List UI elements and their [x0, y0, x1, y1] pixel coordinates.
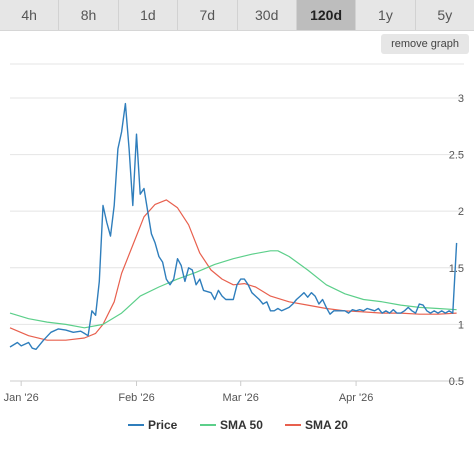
- remove-graph-button[interactable]: remove graph: [381, 34, 469, 54]
- y-tick-label: 2: [458, 206, 464, 218]
- chart-legend[interactable]: Price SMA 50 SMA 20: [128, 418, 348, 432]
- price-chart: 0.5 1 1.5 2 2.5 3 Jan '26 Feb '26 Mar '26 Apr '2…: [4, 63, 464, 432]
- tab-range-30d[interactable]: 30d: [238, 0, 297, 30]
- y-axis-ticks: 0.5 1 1.5 2 2.5 3: [449, 93, 464, 388]
- y-tick-label: 1: [458, 319, 464, 331]
- legend-item-price[interactable]: Price: [128, 418, 178, 432]
- y-tick-label: 1.5: [449, 263, 464, 275]
- legend-label: SMA 50: [220, 418, 263, 432]
- tab-range-7d[interactable]: 7d: [178, 0, 238, 30]
- legend-label: Price: [148, 418, 178, 432]
- grid-lines: [10, 63, 464, 382]
- tab-range-5y[interactable]: 5y: [437, 7, 453, 23]
- series-line-sma-20: [9, 199, 457, 341]
- x-tick-label: Feb '26: [118, 392, 154, 404]
- series-line-sma-50: [9, 250, 457, 329]
- tab-range-1d[interactable]: 1d: [119, 0, 179, 30]
- y-tick-label: 2.5: [449, 150, 464, 162]
- x-axis-ticks: Jan '26 Feb '26 Mar '26 Apr '26: [4, 381, 374, 404]
- y-tick-label: 0.5: [449, 376, 464, 388]
- x-tick-label: Mar '26: [223, 392, 259, 404]
- legend-item-sma-50[interactable]: SMA 50: [200, 418, 263, 432]
- x-tick-label: Jan '26: [4, 392, 39, 404]
- y-tick-label: 3: [458, 93, 464, 105]
- legend-item-sma-20[interactable]: SMA 20: [285, 418, 348, 432]
- tab-range-1y[interactable]: 1y: [356, 0, 416, 30]
- tab-range-4h[interactable]: 4h: [0, 0, 60, 30]
- tab-range-8h[interactable]: 8h: [59, 0, 119, 30]
- x-tick-label: Apr '26: [339, 392, 374, 404]
- time-range-tabs: 4h 8h 1d 7d 30d 120d 1y 5y: [0, 0, 474, 31]
- series-line-price: [9, 102, 458, 350]
- legend-label: SMA 20: [305, 418, 348, 432]
- tab-range-120d[interactable]: 120d: [296, 0, 357, 30]
- series-lines: [9, 102, 458, 350]
